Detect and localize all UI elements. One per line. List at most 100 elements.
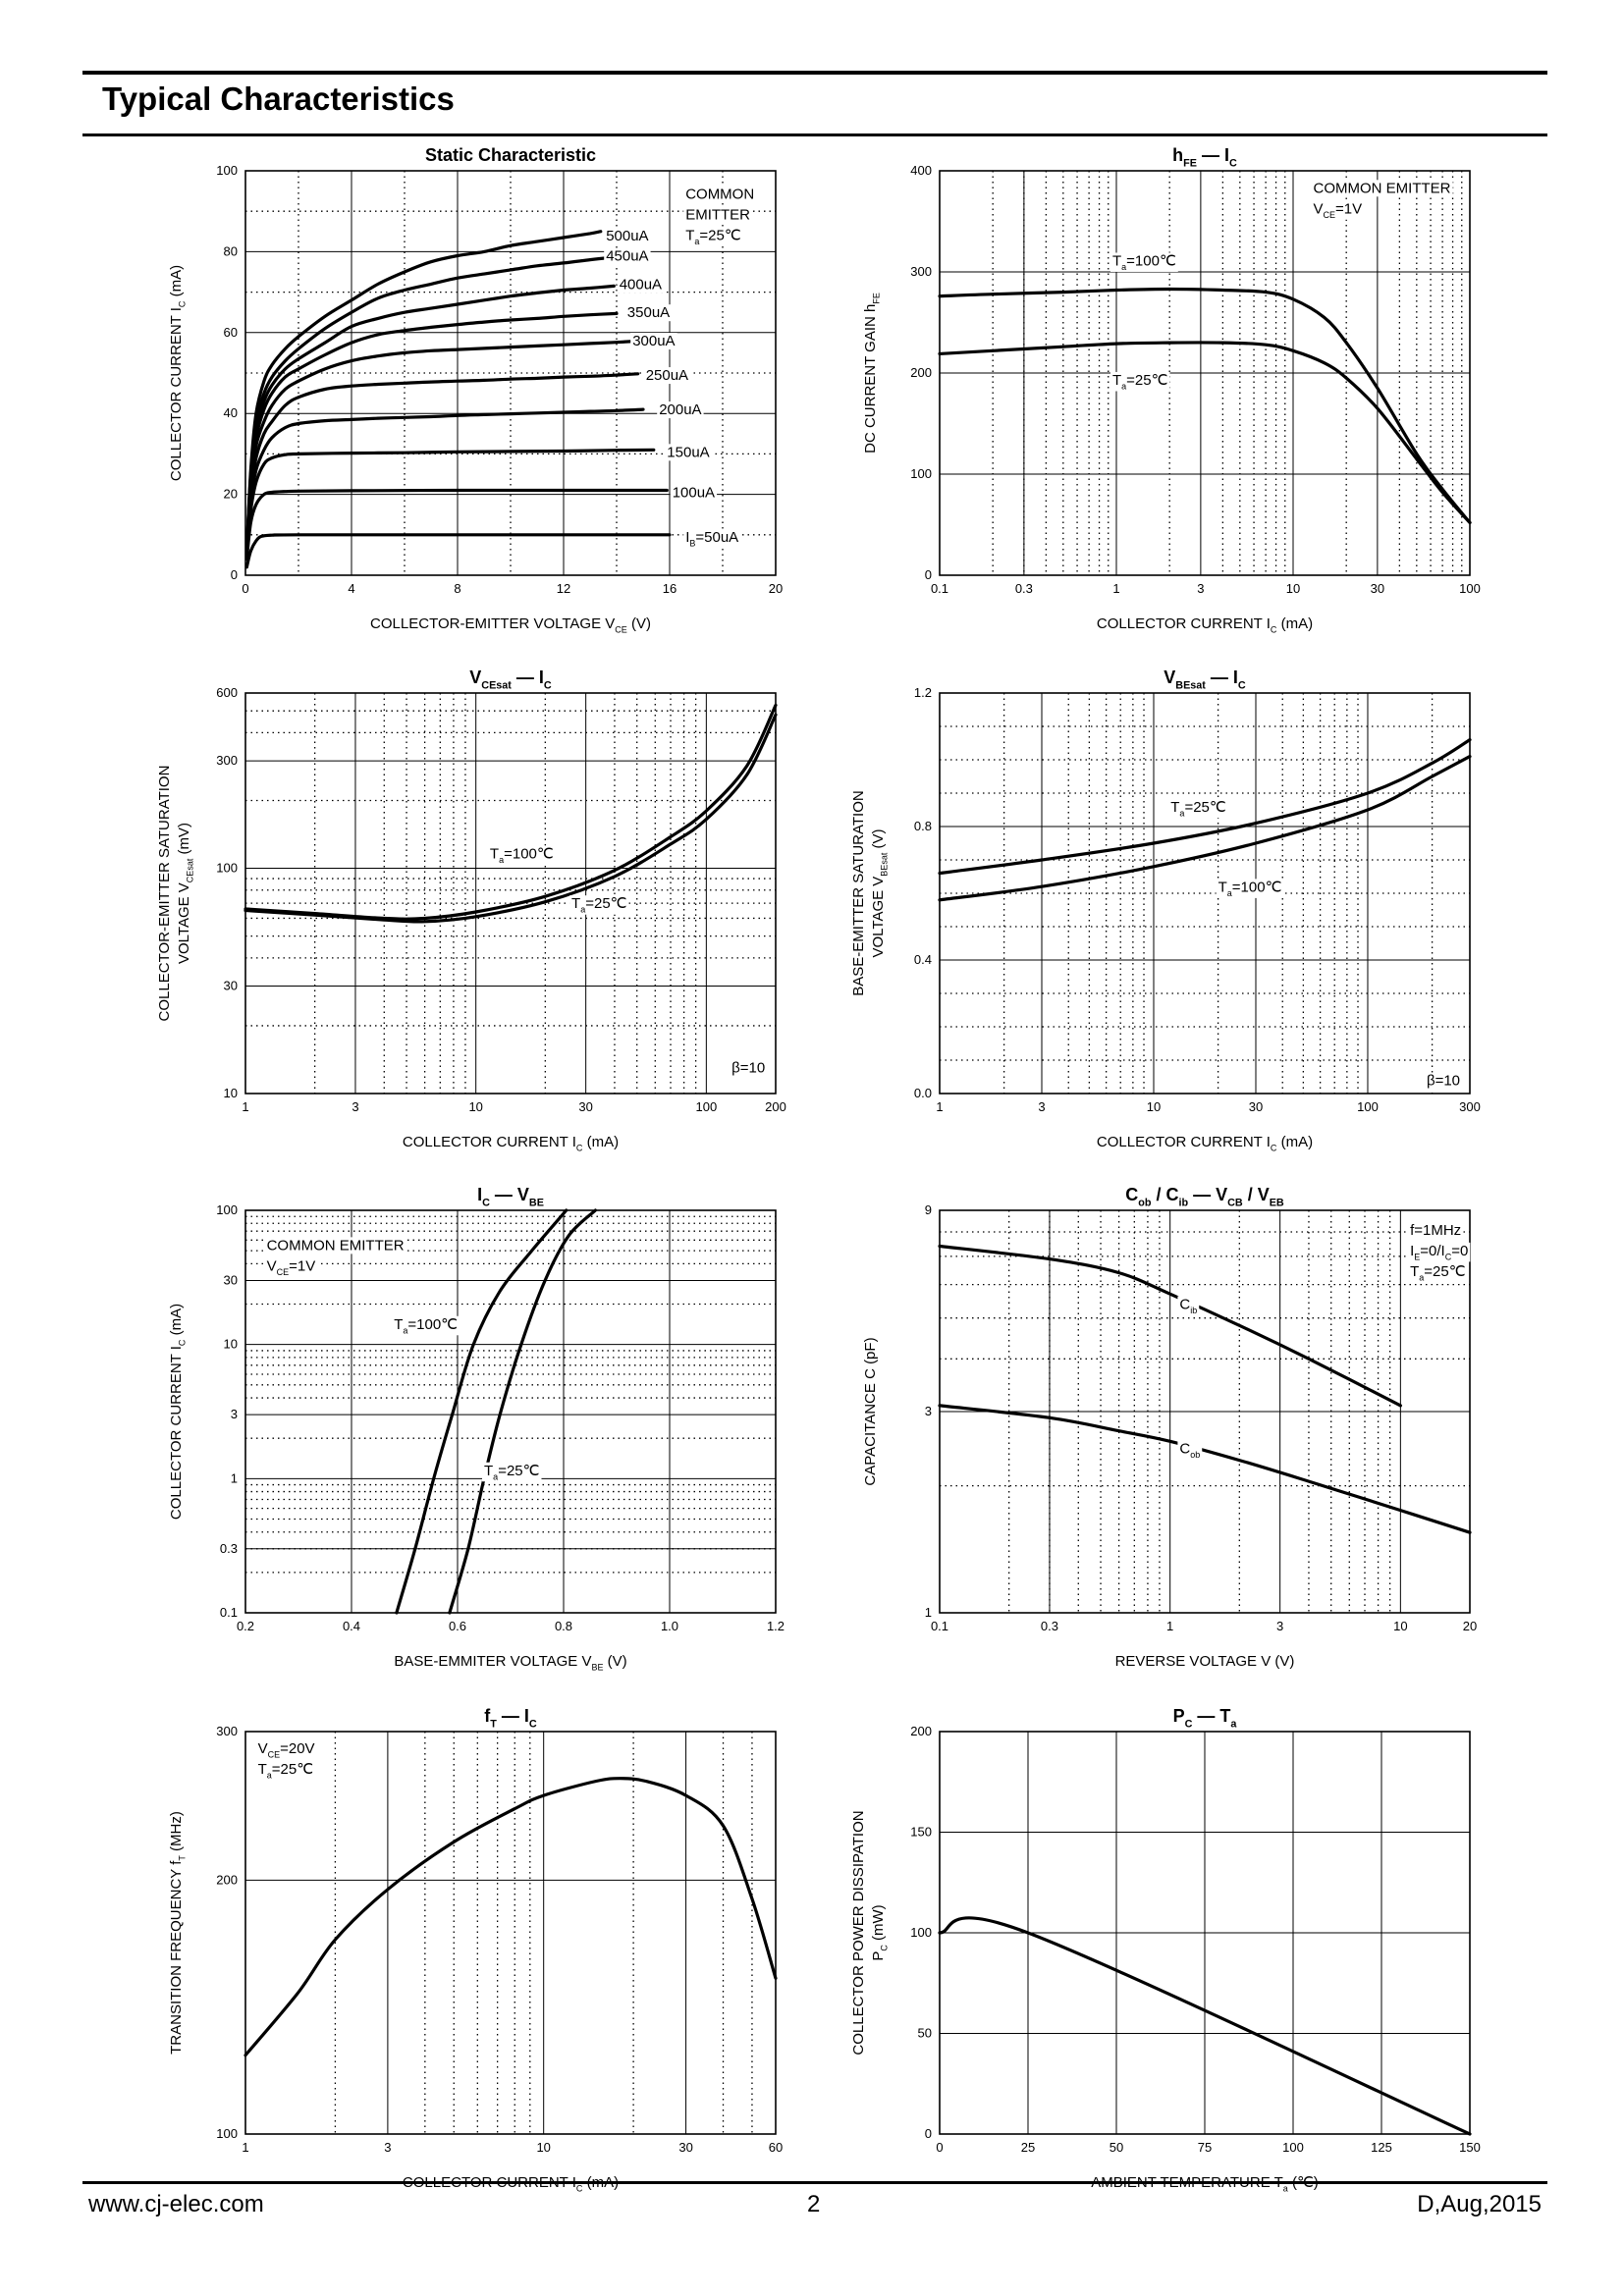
series-line-25℃	[938, 341, 1472, 524]
static-chart: 0 4 8 12 16 20 0 20 40 60 80 100 Static Characterist…	[168, 145, 783, 635]
y-tick-label: 100	[216, 861, 238, 876]
annotation: Ta=25℃	[1410, 1263, 1465, 1283]
y-tick-label: 20	[224, 487, 238, 502]
annotation: Ta=25℃	[1170, 799, 1225, 819]
y-tick-label: 0.0	[914, 1086, 932, 1100]
annotation: VCE=20V	[258, 1740, 315, 1760]
annotation: Ta=100℃	[1112, 252, 1176, 272]
plot-frame	[939, 1209, 1471, 1614]
annotation: COMMON EMITTER	[1314, 180, 1451, 196]
x-tick-label: 3	[1038, 1099, 1045, 1114]
annotation-bg	[392, 1315, 460, 1336]
annotation-bg	[1408, 1221, 1464, 1239]
grid	[939, 1209, 1471, 1614]
x-tick-label: 100	[1459, 581, 1481, 596]
annotation: Ta=100℃	[490, 845, 554, 865]
series-line-450uA	[244, 256, 611, 553]
top-rule	[82, 71, 1547, 75]
y-axis-label-line2: VOLTAGE VBEsat (V)	[870, 829, 890, 958]
y-tick-label: 200	[910, 365, 932, 380]
y-tick-label: 300	[216, 753, 238, 768]
grid	[244, 1209, 777, 1614]
x-tick-label: 0.3	[1041, 1619, 1058, 1633]
series-label: IB=50uA	[685, 529, 738, 549]
x-tick-label: 100	[1282, 2140, 1304, 2155]
footer-website: www.cj-elec.com	[88, 2191, 264, 2217]
y-tick-label: 50	[918, 2026, 932, 2041]
series-label-bg	[683, 528, 741, 549]
x-tick-label: 100	[1357, 1099, 1379, 1114]
y-tick-label: 600	[216, 685, 238, 700]
y-tick-label: 3	[231, 1407, 238, 1421]
series-line-fT	[244, 1777, 778, 2057]
series-line-350uA	[244, 311, 619, 553]
y-tick-label: 300	[216, 1724, 238, 1738]
y-axis-label: COLLECTOR CURRENT IC (mA)	[168, 265, 188, 481]
series-line-200uA	[244, 407, 645, 557]
x-tick-label: 1.0	[661, 1619, 678, 1633]
series-label: 500uA	[606, 228, 648, 244]
x-tick-label: 12	[557, 581, 570, 596]
x-tick-label: 1	[242, 2140, 248, 2155]
bottom-rule	[82, 2181, 1547, 2184]
vbesat-chart: 1 3 10 30 100 300 0.0 0.4 0.8 1.2 VBEsat — IC COLLE…	[850, 667, 1481, 1153]
x-tick-label: 3	[352, 1099, 358, 1114]
y-tick-label: 40	[224, 405, 238, 420]
chart-title: IC — VBE	[477, 1185, 544, 1208]
y-tick-label: 100	[216, 1202, 238, 1217]
y-tick-label: 1.2	[914, 685, 932, 700]
grid	[939, 692, 1471, 1095]
chart-title: VBEsat — IC	[1164, 667, 1246, 691]
x-tick-label: 150	[1459, 2140, 1481, 2155]
x-tick-label: 1	[936, 1099, 943, 1114]
y-tick-label: 0	[925, 567, 932, 582]
x-tick-label: 1	[1112, 581, 1119, 596]
x-tick-label: 0.2	[237, 1619, 254, 1633]
series-line-100℃	[395, 1208, 568, 1615]
plot-frame	[939, 692, 1471, 1095]
y-tick-label: 200	[910, 1724, 932, 1738]
annotation: Ta=25℃	[258, 1761, 313, 1781]
capacitance-chart: 0.1 0.3 1 3 10 20 1 3 9 Cob / Cib — VCB / VEB REVE…	[862, 1185, 1477, 1670]
series-label-bg	[617, 276, 665, 294]
x-tick-label: 0.1	[931, 1619, 948, 1633]
x-tick-label: 0	[936, 2140, 943, 2155]
annotation: COMMON EMITTER	[267, 1237, 405, 1254]
series-label: 200uA	[659, 401, 701, 418]
y-tick-label: 0.1	[220, 1605, 238, 1620]
x-axis-label: COLLECTOR CURRENT IC (mA)	[1097, 1134, 1313, 1153]
x-tick-label: 30	[1249, 1099, 1263, 1114]
x-tick-label: 100	[696, 1099, 718, 1114]
x-axis-label: COLLECTOR-EMITTER VOLTAGE VCE (V)	[370, 615, 651, 635]
series-label: 450uA	[606, 248, 648, 265]
plot-frame	[244, 170, 777, 576]
series-label: 250uA	[646, 367, 688, 384]
x-axis-label: COLLECTOR CURRENT IC (mA)	[403, 1134, 619, 1153]
grid	[244, 1731, 777, 2135]
x-tick-label: 50	[1110, 2140, 1123, 2155]
series-label-bg	[624, 304, 673, 322]
series-label: 350uA	[627, 304, 670, 321]
annotation-bg	[264, 1257, 318, 1277]
series-line-300uA	[244, 340, 632, 553]
annotation: IE=0/IC=0	[1410, 1243, 1468, 1262]
annotation: β=10	[731, 1059, 765, 1076]
annotation-bg	[1424, 1072, 1463, 1090]
annotation: f=1MHz	[1410, 1222, 1461, 1239]
y-axis-label-line2: VOLTAGE VCEsat (mV)	[176, 823, 195, 964]
annotation: COMMON	[685, 186, 754, 202]
x-tick-label: 1	[242, 1099, 248, 1114]
grid	[939, 170, 1471, 576]
x-tick-label: 125	[1371, 2140, 1392, 2155]
x-tick-label: 10	[468, 1099, 482, 1114]
series-label-bg	[670, 484, 718, 502]
series-label-bg	[604, 227, 651, 244]
x-axis-label: BASE-EMMITER VOLTAGE VBE (V)	[394, 1653, 626, 1673]
title-rule	[82, 133, 1547, 136]
annotation-bg	[487, 845, 556, 865]
annotation-bg	[1110, 372, 1170, 392]
annotation-bg	[569, 895, 629, 915]
annotation-bg	[1177, 1296, 1200, 1316]
